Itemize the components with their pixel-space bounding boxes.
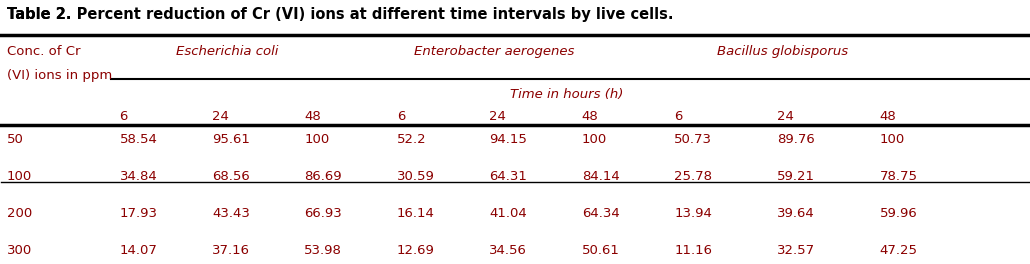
Text: 48: 48 bbox=[582, 110, 598, 123]
Text: 50: 50 bbox=[6, 133, 24, 146]
Text: 6: 6 bbox=[119, 110, 128, 123]
Text: 64.31: 64.31 bbox=[489, 170, 527, 183]
Text: 94.15: 94.15 bbox=[489, 133, 527, 146]
Text: 34.56: 34.56 bbox=[489, 244, 527, 257]
Text: 48: 48 bbox=[305, 110, 321, 123]
Text: Table 2. Percent reduction of Cr (VI) ions at different time intervals by live c: Table 2. Percent reduction of Cr (VI) io… bbox=[6, 7, 673, 22]
Text: 37.16: 37.16 bbox=[212, 244, 250, 257]
Text: 200: 200 bbox=[6, 207, 32, 220]
Text: 84.14: 84.14 bbox=[582, 170, 619, 183]
Text: 6: 6 bbox=[675, 110, 683, 123]
Text: (VI) ions in ppm: (VI) ions in ppm bbox=[6, 69, 112, 82]
Text: 43.43: 43.43 bbox=[212, 207, 250, 220]
Text: 30.59: 30.59 bbox=[397, 170, 435, 183]
Text: Table 2.: Table 2. bbox=[6, 7, 71, 22]
Text: 34.84: 34.84 bbox=[119, 170, 158, 183]
Text: 12.69: 12.69 bbox=[397, 244, 435, 257]
Text: 24: 24 bbox=[212, 110, 229, 123]
Text: 59.21: 59.21 bbox=[777, 170, 815, 183]
Text: 41.04: 41.04 bbox=[489, 207, 527, 220]
Text: 6: 6 bbox=[397, 110, 405, 123]
Text: Conc. of Cr: Conc. of Cr bbox=[6, 45, 80, 58]
Text: 11.16: 11.16 bbox=[675, 244, 712, 257]
Text: Bacillus globisporus: Bacillus globisporus bbox=[717, 45, 848, 58]
Text: 32.57: 32.57 bbox=[777, 244, 815, 257]
Text: 59.96: 59.96 bbox=[880, 207, 918, 220]
Text: 53.98: 53.98 bbox=[305, 244, 342, 257]
Text: 16.14: 16.14 bbox=[397, 207, 435, 220]
Text: 89.76: 89.76 bbox=[777, 133, 815, 146]
Text: 100: 100 bbox=[305, 133, 330, 146]
Text: 52.2: 52.2 bbox=[397, 133, 426, 146]
Text: 100: 100 bbox=[880, 133, 905, 146]
Text: 13.94: 13.94 bbox=[675, 207, 712, 220]
Text: 17.93: 17.93 bbox=[119, 207, 158, 220]
Text: 66.93: 66.93 bbox=[305, 207, 342, 220]
Text: 100: 100 bbox=[582, 133, 607, 146]
Text: 50.61: 50.61 bbox=[582, 244, 620, 257]
Text: 14.07: 14.07 bbox=[119, 244, 158, 257]
Text: 68.56: 68.56 bbox=[212, 170, 249, 183]
Text: 58.54: 58.54 bbox=[119, 133, 158, 146]
Text: 47.25: 47.25 bbox=[880, 244, 918, 257]
Text: 78.75: 78.75 bbox=[880, 170, 918, 183]
Text: 39.64: 39.64 bbox=[777, 207, 815, 220]
Text: 86.69: 86.69 bbox=[305, 170, 342, 183]
Text: 300: 300 bbox=[6, 244, 32, 257]
Text: 95.61: 95.61 bbox=[212, 133, 250, 146]
Text: 25.78: 25.78 bbox=[675, 170, 712, 183]
Text: Time in hours (h): Time in hours (h) bbox=[510, 88, 623, 101]
Text: 24: 24 bbox=[489, 110, 506, 123]
Text: 64.34: 64.34 bbox=[582, 207, 619, 220]
Text: 48: 48 bbox=[880, 110, 896, 123]
Text: 24: 24 bbox=[777, 110, 794, 123]
Text: 50.73: 50.73 bbox=[675, 133, 712, 146]
Text: 100: 100 bbox=[6, 170, 32, 183]
Text: Enterobacter aerogenes: Enterobacter aerogenes bbox=[414, 45, 575, 58]
Text: Escherichia coli: Escherichia coli bbox=[176, 45, 278, 58]
